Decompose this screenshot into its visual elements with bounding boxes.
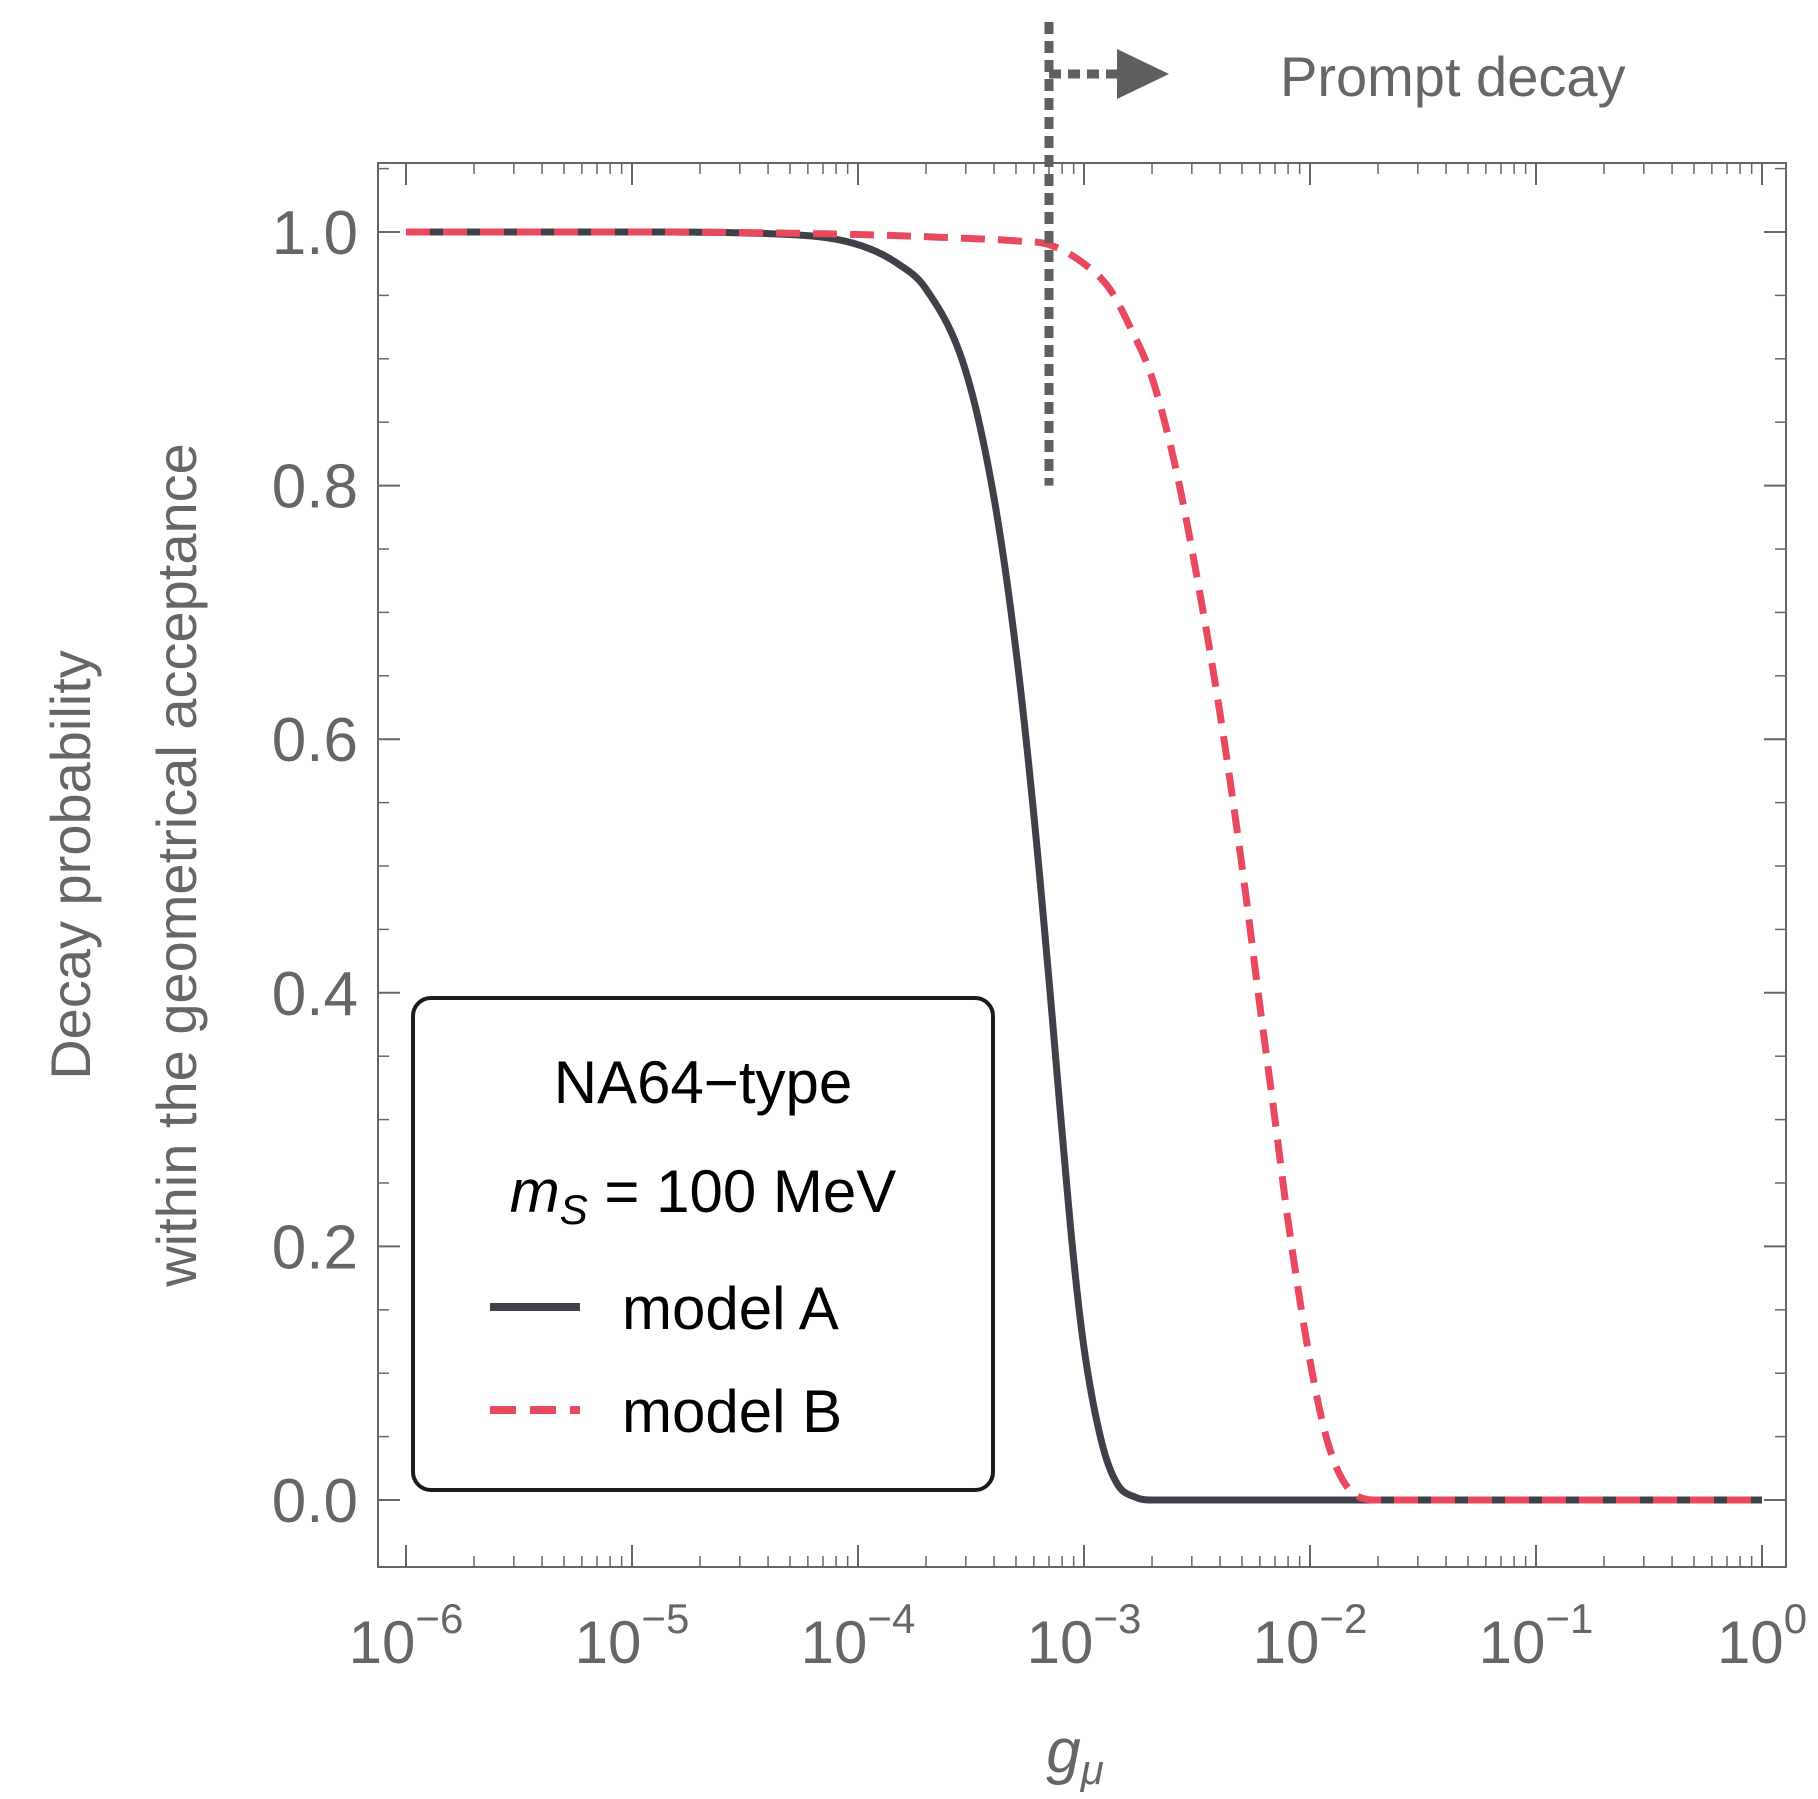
x-tick-label: 10−4	[801, 1595, 916, 1676]
x-tick-label-base: 10	[1479, 1609, 1546, 1676]
x-tick-label-base: 10	[1717, 1609, 1784, 1676]
legend-label-model-b: model B	[622, 1378, 842, 1445]
x-tick-label-exp: −3	[1093, 1595, 1141, 1642]
x-tick-labels: 10−6 10−5 10−4 10−3 10−2 10−1 100	[349, 1595, 1807, 1676]
x-tick-label-exp: −1	[1545, 1595, 1593, 1642]
y-axis-title: Decay probability within the geometrical…	[39, 443, 208, 1288]
x-tick-label: 10−3	[1027, 1595, 1142, 1676]
x-tick-label-exp: −6	[415, 1595, 463, 1642]
y-tick-label: 0.8	[272, 453, 358, 522]
x-tick-label: 10−5	[575, 1595, 690, 1676]
x-tick-label-base: 10	[1027, 1609, 1094, 1676]
legend-mass-sub: S	[560, 1186, 588, 1233]
legend-label-model-a: model A	[622, 1275, 839, 1342]
x-axis-title: gμ	[1046, 1717, 1104, 1793]
y-tick-label: 0.4	[272, 960, 358, 1029]
y-tick-label: 1.0	[272, 199, 358, 268]
legend-mass-var: m	[510, 1158, 560, 1225]
y-tick-labels: 0.0 0.2 0.4 0.6 0.8 1.0	[272, 199, 358, 1536]
y-axis-title-line2: within the geometrical acceptance	[145, 443, 208, 1288]
x-tick-label-base: 10	[1253, 1609, 1320, 1676]
x-tick-label-base: 10	[349, 1609, 416, 1676]
x-tick-label-exp: 0	[1784, 1595, 1807, 1642]
prompt-decay-arrow-head	[1116, 49, 1169, 99]
legend-box	[411, 996, 995, 1492]
x-axis-title-var: g	[1046, 1717, 1080, 1786]
legend: NA64−type mS = 100 MeV model A model B	[411, 996, 995, 1492]
prompt-decay-marker: Prompt decay	[1044, 22, 1626, 486]
x-tick-label-base: 10	[801, 1609, 868, 1676]
series-line-model-a	[406, 228, 1762, 1504]
x-tick-label-exp: −2	[1319, 1595, 1367, 1642]
y-tick-label: 0.6	[272, 706, 358, 775]
x-tick-label: 10−2	[1253, 1595, 1368, 1676]
series-line-model-b	[406, 228, 1762, 1504]
legend-mass-value: = 100 MeV	[588, 1158, 897, 1225]
y-axis-title-line1: Decay probability	[39, 650, 102, 1080]
prompt-decay-label: Prompt decay	[1280, 45, 1626, 108]
x-tick-label: 10−1	[1479, 1595, 1594, 1676]
x-tick-label: 100	[1717, 1595, 1807, 1676]
legend-title-line2: mS = 100 MeV	[510, 1158, 897, 1233]
x-axis-title-sub: μ	[1080, 1746, 1104, 1793]
plot-frame	[377, 162, 1787, 1568]
plot-curves	[406, 228, 1762, 1504]
legend-title-line1: NA64−type	[554, 1049, 853, 1116]
y-tick-label: 0.0	[272, 1467, 358, 1536]
x-tick-label-base: 10	[575, 1609, 642, 1676]
x-tick-label: 10−6	[349, 1595, 464, 1676]
x-tick-label-exp: −4	[867, 1595, 915, 1642]
axis-ticks	[378, 163, 1786, 1567]
x-tick-label-exp: −5	[641, 1595, 689, 1642]
y-tick-label: 0.2	[272, 1213, 358, 1282]
